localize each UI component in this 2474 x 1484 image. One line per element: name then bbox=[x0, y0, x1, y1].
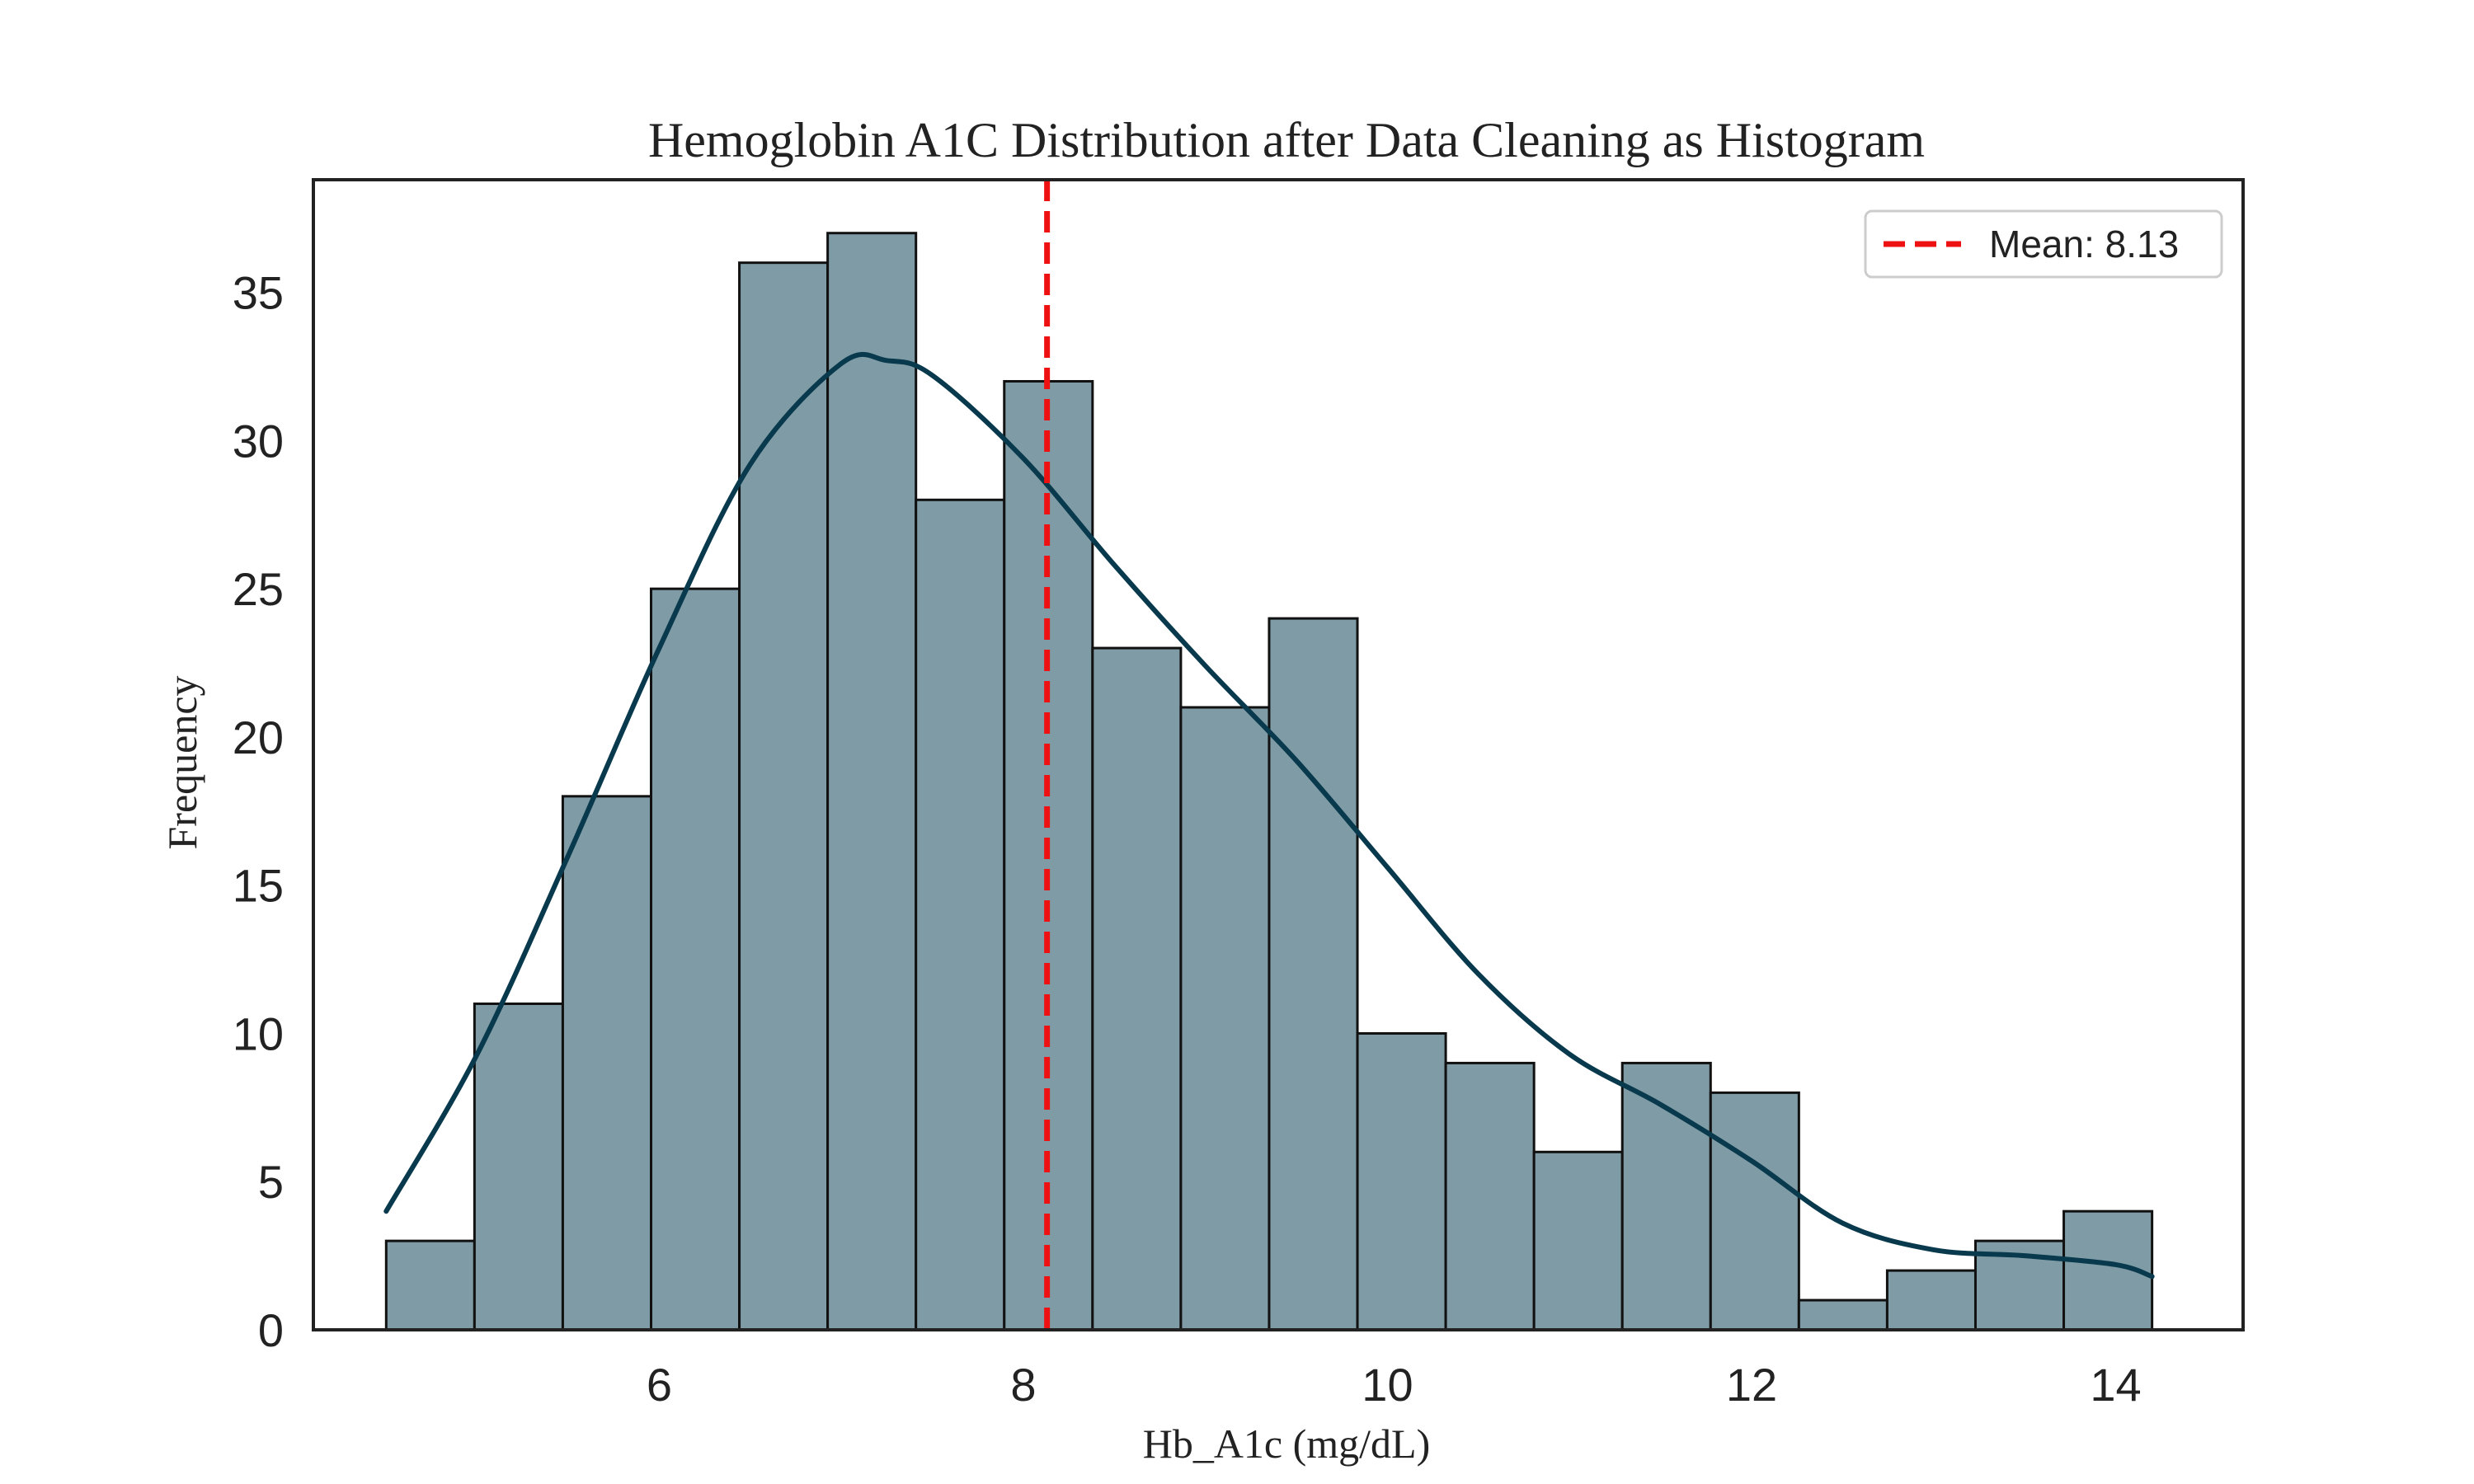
x-axis-label: Hb_A1c (mg/dL) bbox=[1143, 1421, 1431, 1467]
histogram-bar bbox=[1091, 646, 1183, 1331]
x-tick-label: 8 bbox=[1010, 1359, 1036, 1411]
histogram-bar bbox=[1709, 1091, 1800, 1331]
legend-box bbox=[1864, 209, 2223, 279]
histogram-bar bbox=[738, 261, 830, 1331]
x-tick-label: 12 bbox=[1726, 1359, 1777, 1411]
histogram-bar bbox=[915, 498, 1006, 1331]
x-tick-label: 6 bbox=[647, 1359, 672, 1411]
x-tick-label: 14 bbox=[2090, 1359, 2141, 1411]
y-tick-label: 30 bbox=[233, 415, 284, 467]
histogram-bar bbox=[650, 587, 741, 1331]
chart-title: Hemoglobin A1C Distribution after Data C… bbox=[648, 113, 1925, 167]
plot-area: 6 8 10 12 14 0 5 10 15 20 25 30 35 Mean: 8.13 bbox=[233, 178, 2245, 1411]
y-tick-label: 15 bbox=[233, 860, 284, 912]
histogram-bar bbox=[1444, 1061, 1536, 1331]
histogram-bar bbox=[384, 1239, 476, 1331]
histogram-bar bbox=[1356, 1031, 1447, 1331]
x-tick-label: 10 bbox=[1362, 1359, 1413, 1411]
y-tick-label: 25 bbox=[233, 563, 284, 615]
kde-curve bbox=[383, 351, 2155, 1280]
y-tick-label: 20 bbox=[233, 711, 284, 763]
histogram-bar bbox=[1885, 1269, 1977, 1331]
histogram-bar bbox=[1179, 706, 1271, 1331]
y-tick-label: 35 bbox=[233, 267, 284, 319]
legend-mean-label: Mean: 8.13 bbox=[1989, 223, 2179, 265]
histogram-bar bbox=[1532, 1150, 1624, 1331]
histogram-bar bbox=[826, 232, 918, 1331]
histogram-bar bbox=[561, 795, 652, 1331]
histogram-bar bbox=[1797, 1298, 1888, 1331]
plot-frame bbox=[312, 178, 2245, 1331]
y-tick-label: 0 bbox=[258, 1304, 284, 1356]
y-tick-label: 5 bbox=[258, 1156, 284, 1208]
y-tick-label: 10 bbox=[233, 1007, 284, 1059]
histogram-bar bbox=[1268, 617, 1359, 1331]
histogram-bar bbox=[1620, 1061, 1712, 1331]
y-axis-label: Frequency bbox=[159, 675, 205, 849]
histogram-bar bbox=[473, 1003, 564, 1331]
